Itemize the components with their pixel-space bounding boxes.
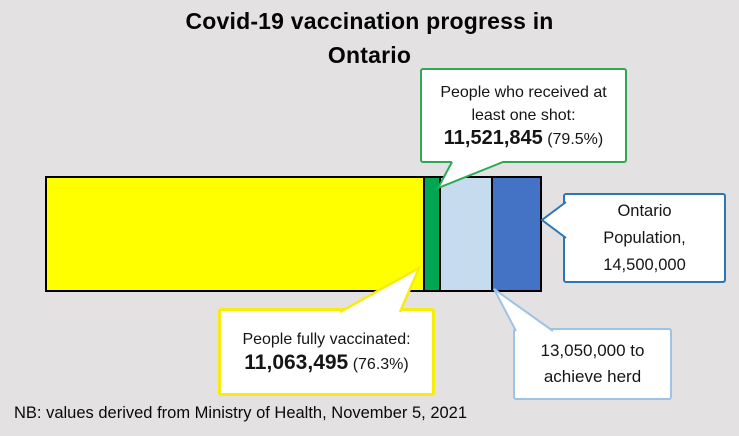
bar-segment-fully-vaccinated (47, 178, 424, 290)
one-shot-text-line1: People who received at (440, 83, 607, 101)
fully-value: 11,063,495 (244, 351, 349, 374)
herd-text-line1: 13,050,000 to (540, 341, 645, 360)
one-shot-value: 11,521,845 (443, 126, 543, 149)
population-text-line1: Ontario (617, 201, 672, 220)
bar-segment-herd-gap (438, 178, 491, 290)
chart-title-line2: Ontario (327, 42, 412, 68)
fully-text-line1: People fully vaccinated: (242, 331, 411, 348)
chart-title-line1: Covid-19 vaccination progress in (185, 8, 554, 34)
fully-percent: (76.3%) (352, 356, 409, 373)
bar-segment-population-remainder (490, 178, 540, 290)
stacked-bar (45, 176, 542, 292)
one-shot-text-line2: least one shot: (471, 106, 576, 124)
callout-fully-vaccinated: People fully vaccinated: 11,063,495 (76.… (218, 308, 435, 396)
one-shot-percent: (79.5%) (547, 130, 604, 148)
source-note: NB: values derived from Ministry of Heal… (14, 404, 468, 422)
bar-segment-one-shot (423, 178, 439, 290)
herd-callout-tail (493, 288, 554, 332)
population-value: 14,500,000 (603, 255, 686, 274)
callout-herd: 13,050,000 to achieve herd (513, 328, 672, 400)
callout-one-shot: People who received at least one shot: 1… (420, 68, 627, 163)
callout-population: Ontario Population, 14,500,000 (563, 193, 726, 283)
herd-text-line2: achieve herd (543, 367, 642, 386)
population-text-line2: Population, (603, 228, 686, 247)
